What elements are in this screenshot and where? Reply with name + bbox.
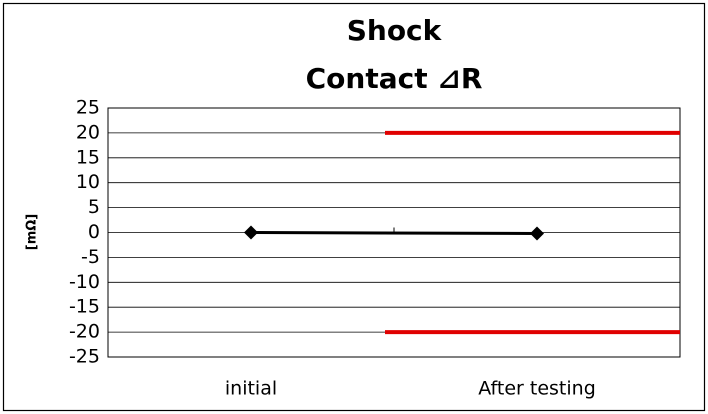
y-tick-label: 5 (88, 196, 100, 218)
y-tick-label: -10 (69, 271, 100, 293)
y-tick-label: 20 (76, 121, 100, 143)
data-point (530, 226, 544, 241)
y-tick-label: 10 (76, 171, 100, 193)
y-tick-label: 25 (76, 97, 100, 119)
y-tick-label: 15 (76, 146, 100, 168)
y-axis-label: [mΩ] (25, 214, 40, 250)
y-tick-label: -5 (81, 246, 100, 268)
y-tick-label: 0 (88, 221, 100, 243)
y-tick-label: -25 (69, 346, 100, 368)
data-point (244, 225, 258, 240)
x-tick-label: After testing (478, 378, 596, 400)
chart-title: Shock (347, 14, 443, 47)
y-tick-label: -15 (69, 296, 100, 318)
chart-title: Contact ⊿R (306, 62, 483, 95)
y-tick-label: -20 (69, 321, 100, 343)
data-line (250, 231, 538, 235)
x-tick-label: initial (225, 378, 277, 400)
